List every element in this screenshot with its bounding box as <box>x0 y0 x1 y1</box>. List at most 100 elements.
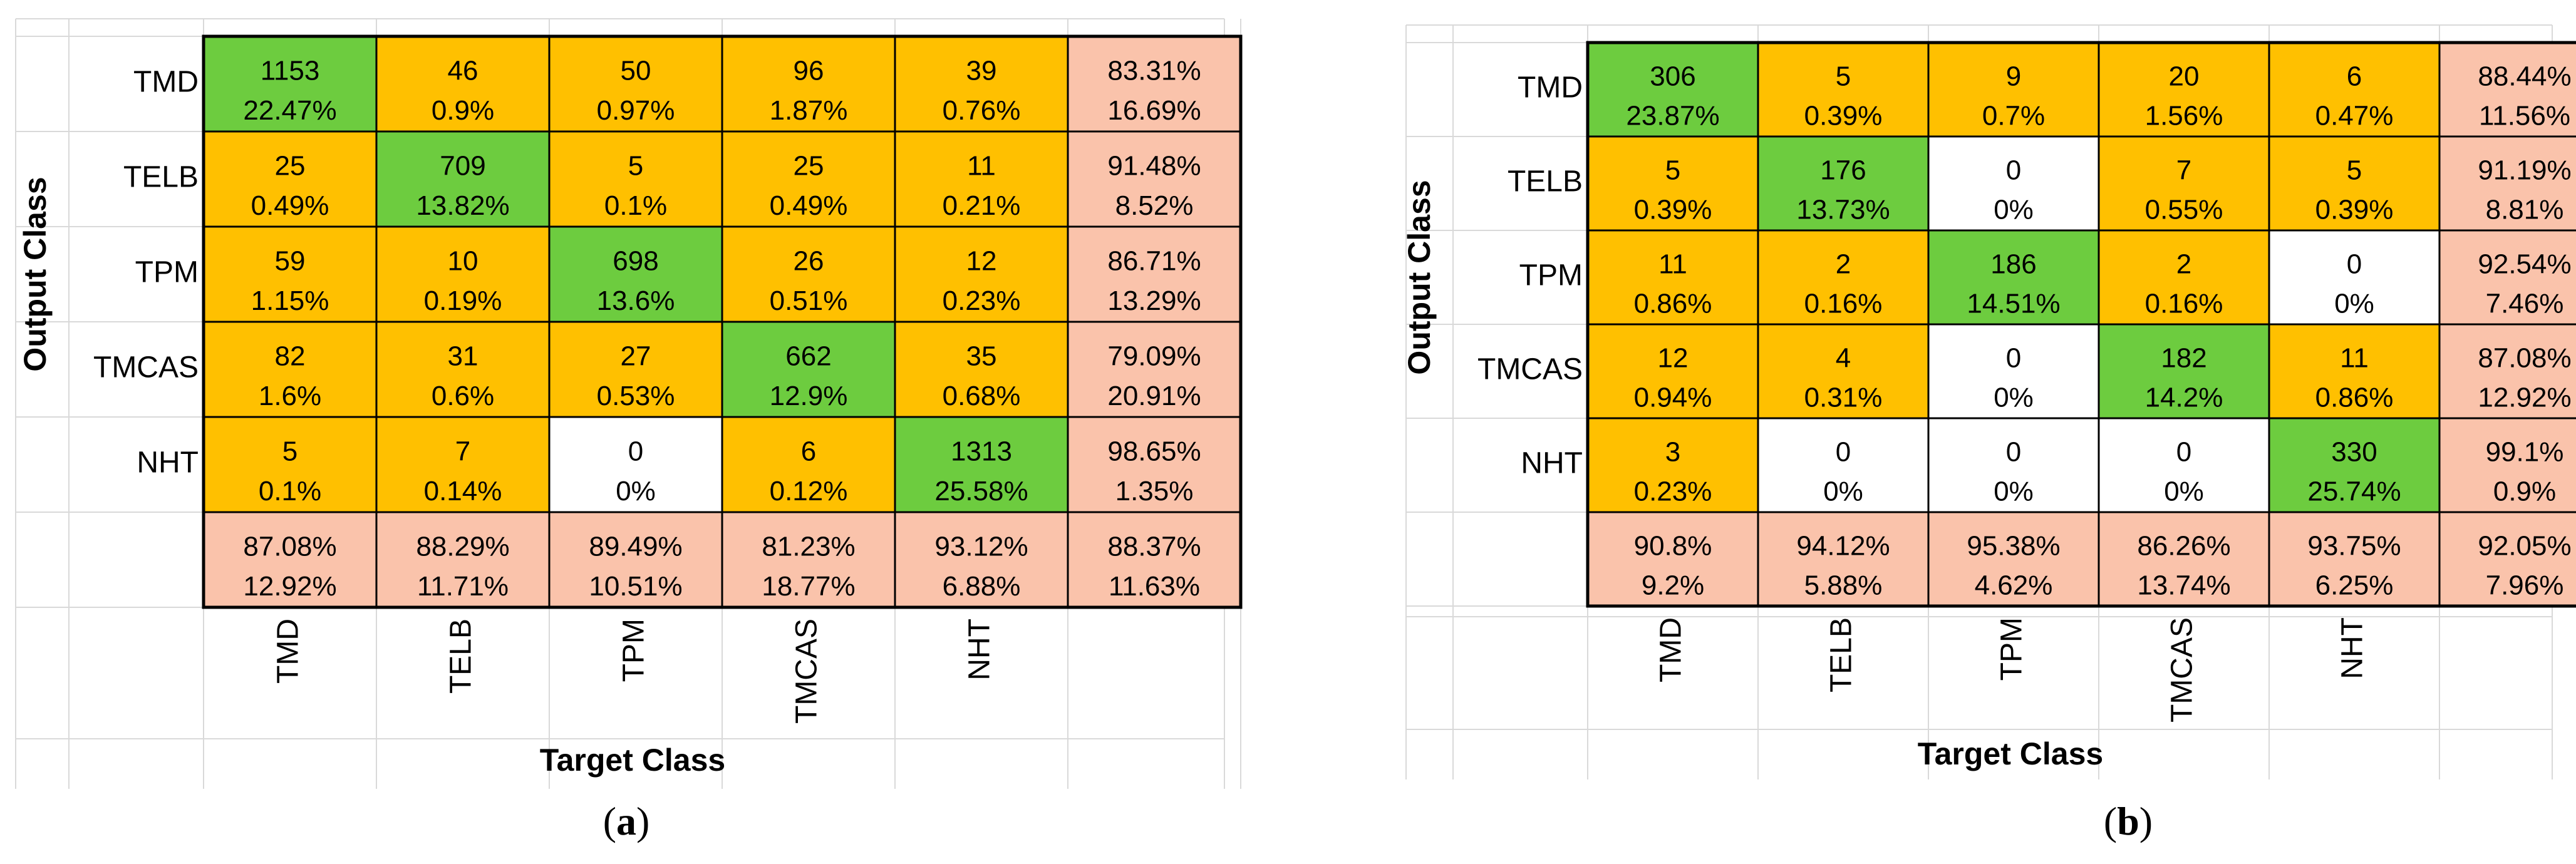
cell-b-4-2 <box>1928 418 2099 512</box>
cell-percent-a-3-4: 0.68% <box>943 381 1021 411</box>
cell-count-b-3-4: 11 <box>2340 343 2369 374</box>
col-summary-cell-b-3 <box>2099 512 2269 606</box>
cell-a-3-2 <box>549 322 722 417</box>
overall-accuracy-b: 92.05% <box>2478 531 2571 562</box>
cell-percent-b-2-3: 0.16% <box>2145 289 2223 319</box>
outer-border-b <box>1586 41 2576 608</box>
cell-count-a-4-0: 5 <box>282 436 297 466</box>
cell-b-4-0 <box>1588 418 1758 512</box>
overall-error-b: 7.96% <box>2486 570 2564 601</box>
cell-count-b-1-1: 176 <box>1820 155 1866 186</box>
col-summary-cell-a-0 <box>204 512 376 607</box>
row-label-b-4: NHT <box>1521 447 1583 480</box>
cell-b-1-0 <box>1588 136 1758 230</box>
col-summary-correct-b-3: 86.26% <box>2137 531 2230 562</box>
cell-count-b-1-3: 7 <box>2176 155 2191 186</box>
cell-count-a-2-4: 12 <box>966 245 997 276</box>
row-summary-error-b-4: 0.9% <box>2493 476 2556 507</box>
cell-a-2-0 <box>204 227 376 322</box>
cell-percent-a-4-4: 25.58% <box>934 476 1028 507</box>
cell-count-a-1-0: 25 <box>275 150 306 181</box>
cell-percent-b-1-3: 0.55% <box>2145 195 2223 225</box>
col-summary-correct-a-4: 93.12% <box>934 531 1028 562</box>
cell-a-1-2 <box>549 131 722 227</box>
col-label-a-4: NHT <box>963 619 996 681</box>
cell-a-2-2 <box>549 227 722 322</box>
cell-count-a-3-4: 35 <box>966 341 997 371</box>
cell-a-4-4 <box>895 417 1068 512</box>
row-label-a-1: TELB <box>123 161 199 194</box>
row-label-a-3: TMCAS <box>93 351 199 384</box>
row-summary-cell-a-0 <box>1068 36 1241 131</box>
col-summary-correct-b-2: 95.38% <box>1967 531 2060 562</box>
col-summary-error-a-2: 10.51% <box>589 571 682 602</box>
cell-count-b-0-4: 6 <box>2347 61 2362 92</box>
cell-a-0-0 <box>204 36 376 131</box>
cell-a-4-1 <box>376 417 549 512</box>
caption-a-letter: a <box>616 799 636 843</box>
cell-count-a-2-2: 698 <box>613 245 658 276</box>
col-label-b-3: TMCAS <box>2166 617 2199 723</box>
cell-a-3-4 <box>895 322 1068 417</box>
cell-percent-b-4-3: 0% <box>2164 476 2204 507</box>
row-summary-error-b-3: 12.92% <box>2478 383 2571 413</box>
y-axis-title-b: Output Class <box>1402 180 1437 374</box>
cell-b-2-2 <box>1928 230 2099 324</box>
cell-count-a-0-2: 50 <box>621 55 651 86</box>
row-summary-error-a-0: 16.69% <box>1107 95 1201 126</box>
row-summary-correct-b-0: 88.44% <box>2478 61 2571 92</box>
cell-percent-b-1-0: 0.39% <box>1634 195 1712 225</box>
cell-percent-a-0-3: 1.87% <box>770 95 848 126</box>
outer-border-a <box>202 34 1243 609</box>
cell-count-a-3-3: 662 <box>785 341 831 371</box>
cell-b-4-1 <box>1758 418 1928 512</box>
caption-a-close: ) <box>636 799 650 843</box>
cell-percent-b-2-1: 0.16% <box>1804 289 1883 319</box>
row-label-b-3: TMCAS <box>1477 353 1583 386</box>
cell-b-0-0 <box>1588 43 1758 136</box>
cell-percent-a-3-0: 1.6% <box>259 381 321 411</box>
col-summary-error-a-4: 6.88% <box>943 571 1021 602</box>
cell-a-3-0 <box>204 322 376 417</box>
caption-b-open: ( <box>2103 799 2118 843</box>
col-summary-correct-b-0: 90.8% <box>1634 531 1712 562</box>
row-label-b-1: TELB <box>1508 165 1583 198</box>
row-summary-correct-b-4: 99.1% <box>2486 437 2564 468</box>
cell-percent-a-2-4: 0.23% <box>943 285 1021 316</box>
col-summary-cell-a-1 <box>376 512 549 607</box>
overall-accuracy-a: 88.37% <box>1107 531 1201 562</box>
cell-count-b-2-4: 0 <box>2347 249 2362 280</box>
cell-count-a-1-4: 11 <box>967 150 996 181</box>
cell-count-a-3-1: 31 <box>448 341 478 371</box>
cell-count-a-4-3: 6 <box>801 436 816 466</box>
col-label-a-2: TPM <box>618 619 651 682</box>
cell-a-1-0 <box>204 131 376 227</box>
col-label-a-3: TMCAS <box>790 619 824 724</box>
cell-percent-a-0-4: 0.76% <box>943 95 1021 126</box>
cell-percent-b-3-1: 0.31% <box>1804 383 1883 413</box>
cell-percent-a-2-3: 0.51% <box>770 285 848 316</box>
cell-count-b-3-3: 182 <box>2161 343 2206 374</box>
col-summary-correct-b-1: 94.12% <box>1796 531 1890 562</box>
cell-a-1-1 <box>376 131 549 227</box>
cell-b-1-1 <box>1758 136 1928 230</box>
cell-a-0-4 <box>895 36 1068 131</box>
confusion-matrix-panel-b: 306 23.87% 5 0.39% 9 0.7% 20 1.56% 6 0.47% 5 0.39% 1… <box>1384 0 2576 864</box>
col-summary-error-b-2: 4.62% <box>1975 570 2053 601</box>
cell-count-b-4-4: 330 <box>2331 437 2377 468</box>
cell-count-b-3-1: 4 <box>1836 343 1851 374</box>
col-summary-correct-a-2: 89.49% <box>589 531 682 562</box>
cell-percent-b-3-2: 0% <box>1994 383 2034 413</box>
caption-a-open: ( <box>603 799 616 843</box>
cell-count-b-0-1: 5 <box>1836 61 1851 92</box>
cell-count-a-0-4: 39 <box>966 55 997 86</box>
cell-percent-a-3-3: 12.9% <box>770 381 848 411</box>
confusion-matrix-a: 115322.47%460.9%500.97%961.87%390.76%250… <box>15 18 1243 789</box>
x-axis-title-a: Target Class <box>540 743 725 778</box>
cell-percent-a-2-1: 0.19% <box>424 285 502 316</box>
cell-percent-b-4-2: 0% <box>1994 476 2034 507</box>
col-summary-cell-b-2 <box>1928 512 2099 606</box>
cell-b-0-4 <box>2269 43 2439 136</box>
col-summary-correct-a-3: 81.23% <box>762 531 855 562</box>
cell-percent-b-0-2: 0.7% <box>1982 101 2045 131</box>
